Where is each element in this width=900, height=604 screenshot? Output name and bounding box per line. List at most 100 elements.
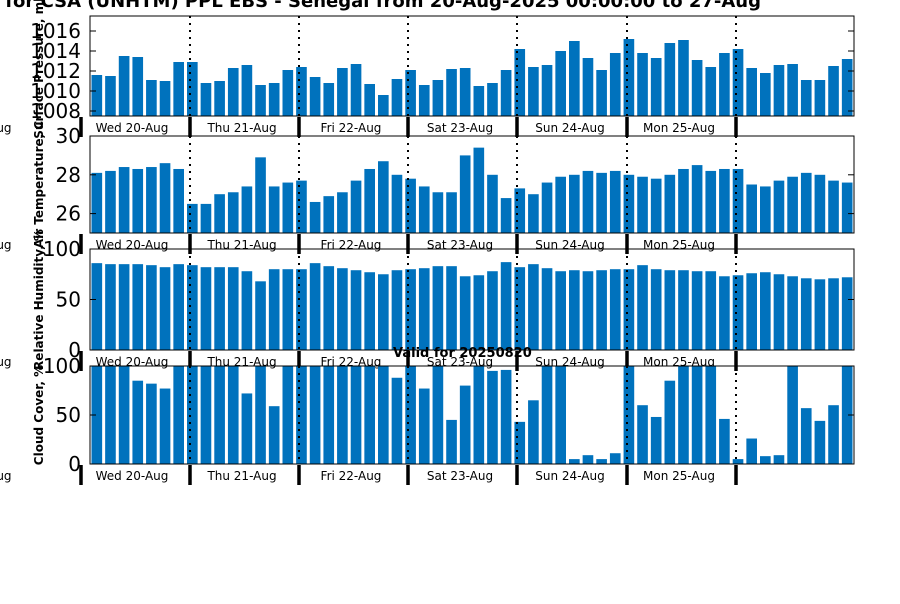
bar xyxy=(719,418,730,464)
bar xyxy=(146,80,157,116)
bar xyxy=(569,41,580,116)
bar xyxy=(337,366,348,464)
day-label: Tue 19-Aug xyxy=(0,469,12,483)
bar xyxy=(391,174,403,233)
day-label: Mon 25-Aug xyxy=(643,121,715,135)
bar xyxy=(473,366,485,464)
bar xyxy=(159,388,171,464)
bar xyxy=(746,438,757,464)
bar xyxy=(282,366,294,464)
bar xyxy=(241,271,253,350)
bar xyxy=(555,176,566,233)
bar xyxy=(187,62,198,116)
bar xyxy=(528,67,539,116)
bar xyxy=(378,161,389,233)
bar xyxy=(255,366,266,464)
day-label: Sat 23-Aug xyxy=(427,469,493,483)
bar xyxy=(582,58,594,116)
day-label: Fri 22-Aug xyxy=(321,121,382,135)
bar xyxy=(268,83,280,116)
bar xyxy=(227,267,239,350)
bar xyxy=(391,270,403,350)
bar xyxy=(378,366,389,464)
bar xyxy=(596,459,607,464)
bar xyxy=(541,268,553,350)
bar xyxy=(337,192,348,233)
bar xyxy=(214,194,225,233)
chart-title: S for CSA (UNHTM) PPL EBS - Senegal from… xyxy=(0,0,761,12)
bar xyxy=(609,269,621,350)
day-label: Sun 24-Aug xyxy=(535,238,604,252)
bar xyxy=(350,180,362,233)
bar xyxy=(296,67,307,116)
bar xyxy=(255,281,266,350)
y-axis-label: Cloud Cover, % xyxy=(32,365,46,465)
bar xyxy=(91,75,103,116)
bar xyxy=(323,266,335,350)
bar xyxy=(405,366,416,464)
bar xyxy=(268,186,280,233)
bar xyxy=(787,64,798,116)
y-tick-label: 1010 xyxy=(30,79,81,103)
bar xyxy=(268,406,280,464)
bar xyxy=(105,170,116,233)
bar xyxy=(255,157,266,233)
bar xyxy=(841,59,853,116)
bar xyxy=(459,276,471,350)
bar xyxy=(814,420,826,464)
bar xyxy=(118,366,130,464)
bar xyxy=(814,80,826,116)
bar xyxy=(623,269,635,350)
bar xyxy=(118,56,130,116)
bar xyxy=(732,275,744,350)
bar xyxy=(541,366,553,464)
bar xyxy=(91,172,103,233)
bar xyxy=(555,271,566,350)
bar xyxy=(214,267,225,350)
day-label: Fri 22-Aug xyxy=(321,469,382,483)
bar xyxy=(146,383,157,464)
bar xyxy=(323,366,335,464)
bar xyxy=(637,53,648,116)
bar xyxy=(787,176,798,233)
bar xyxy=(309,366,321,464)
bar xyxy=(528,264,539,350)
bar xyxy=(200,203,212,233)
bar xyxy=(637,176,648,233)
y-tick-label: 1014 xyxy=(30,39,81,63)
bar xyxy=(200,366,212,464)
bar xyxy=(582,271,594,350)
y-tick-label: 1008 xyxy=(30,99,81,123)
bar xyxy=(159,267,171,350)
bar xyxy=(200,267,212,350)
bar xyxy=(296,269,307,350)
bar xyxy=(459,155,471,233)
bar xyxy=(841,182,853,233)
bar xyxy=(773,274,785,350)
day-label: Sat 23-Aug xyxy=(427,238,493,252)
bar xyxy=(705,67,717,116)
bar xyxy=(432,266,444,350)
y-tick-label: 0 xyxy=(68,338,81,362)
bar xyxy=(132,380,144,464)
bar xyxy=(405,269,416,350)
bar xyxy=(418,388,430,464)
bar xyxy=(487,370,498,464)
bar xyxy=(227,68,239,116)
bar xyxy=(500,70,512,116)
bar xyxy=(732,168,744,233)
bar xyxy=(432,80,444,116)
valid-date-label: Valid for 20250820 xyxy=(393,346,532,361)
bar xyxy=(555,51,566,116)
bar xyxy=(500,262,512,350)
bar xyxy=(678,168,689,233)
bar xyxy=(487,83,498,116)
bar xyxy=(705,271,717,350)
bar xyxy=(841,277,853,350)
bar xyxy=(596,70,607,116)
bar xyxy=(664,43,676,116)
y-tick-label: 100 xyxy=(43,354,81,378)
bar xyxy=(609,53,621,116)
